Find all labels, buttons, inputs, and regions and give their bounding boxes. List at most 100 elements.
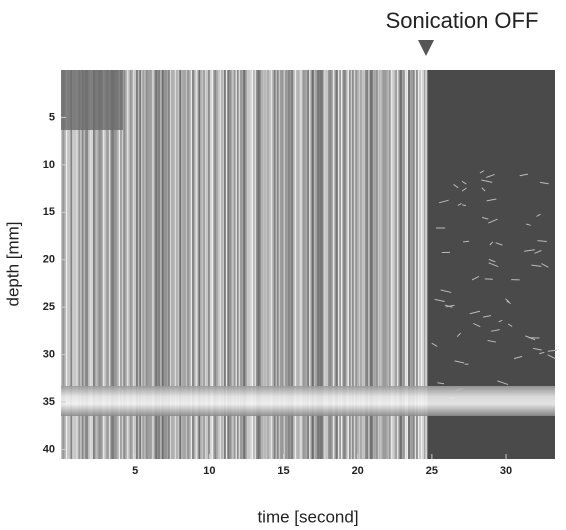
- image-stripe: [72, 70, 74, 459]
- image-stripe: [139, 70, 141, 459]
- image-stripe: [363, 70, 365, 459]
- image-speckle: [513, 355, 523, 360]
- image-stripe: [189, 70, 191, 459]
- image-speckle: [547, 354, 556, 360]
- image-stripe: [233, 70, 236, 459]
- image-speckle: [462, 240, 470, 243]
- image-stripe: [169, 70, 172, 459]
- image-stripe: [301, 70, 303, 459]
- image-stripe: [374, 70, 377, 459]
- image-stripe: [333, 70, 335, 459]
- image-stripe: [75, 70, 77, 459]
- image-stripe: [398, 70, 401, 459]
- image-stripe: [345, 70, 348, 459]
- image-stripe: [112, 70, 114, 459]
- image-stripe: [341, 70, 343, 459]
- image-stripe: [403, 70, 405, 459]
- image-stripe: [131, 70, 133, 459]
- image-speckle: [538, 351, 545, 355]
- image-stripe: [205, 70, 207, 459]
- image-speckle: [519, 173, 529, 177]
- image-stripe: [248, 70, 250, 459]
- image-stripe: [152, 70, 154, 459]
- image-stripe: [329, 70, 332, 459]
- image-speckle: [486, 173, 495, 178]
- image-stripe: [416, 70, 418, 459]
- image-stripe: [206, 70, 209, 459]
- m-mode-image: [61, 70, 558, 459]
- image-stripe: [203, 70, 205, 459]
- image-stripe: [235, 70, 237, 459]
- x-tick-label: 30: [500, 465, 512, 477]
- image-stripe: [97, 70, 100, 459]
- image-speckle: [531, 264, 542, 267]
- image-stripe: [208, 70, 210, 459]
- y-tick-label: 30: [43, 349, 55, 361]
- image-stripe: [70, 70, 73, 459]
- image-stripe: [312, 70, 314, 459]
- image-stripe: [165, 70, 167, 459]
- image-speckle: [533, 347, 542, 351]
- image-stripe: [190, 70, 193, 459]
- y-tick-label: 40: [43, 443, 55, 455]
- image-stripe: [315, 70, 317, 459]
- image-stripe: [307, 70, 309, 459]
- image-speckle: [481, 216, 489, 220]
- image-stripe: [64, 70, 66, 459]
- y-tick-label: 35: [43, 396, 55, 408]
- image-stripe: [264, 70, 266, 459]
- image-stripe: [129, 70, 132, 459]
- image-stripe: [289, 70, 292, 459]
- image-stripe: [104, 70, 106, 459]
- image-stripe: [209, 70, 212, 459]
- image-stripe: [213, 70, 215, 459]
- image-speckle: [506, 300, 511, 305]
- image-stripe: [400, 70, 402, 459]
- image-speckle: [454, 360, 465, 364]
- image-stripe: [395, 70, 397, 459]
- image-stripe: [259, 70, 261, 459]
- image-stripe: [120, 70, 122, 459]
- image-stripe: [251, 70, 253, 459]
- image-stripe: [419, 70, 421, 459]
- image-stripe: [238, 70, 241, 459]
- y-tick-label: 25: [43, 301, 55, 313]
- image-stripe: [107, 70, 109, 459]
- image-stripe: [270, 70, 273, 459]
- image-stripe: [424, 70, 426, 459]
- image-stripe: [174, 70, 177, 459]
- image-stripe: [313, 70, 316, 459]
- image-stripe: [280, 70, 282, 459]
- image-stripe: [337, 70, 340, 459]
- image-stripe: [69, 70, 71, 459]
- image-stripe: [89, 70, 92, 459]
- image-stripe: [193, 70, 196, 459]
- image-stripe: [105, 70, 108, 459]
- image-stripe: [182, 70, 185, 459]
- image-stripe: [269, 70, 271, 459]
- image-stripe: [360, 70, 362, 459]
- image-speckle: [495, 242, 503, 246]
- image-stripe: [171, 70, 173, 459]
- image-stripe: [421, 70, 423, 459]
- image-speckle: [471, 276, 480, 281]
- image-stripe: [198, 70, 201, 459]
- image-speckle: [487, 339, 497, 343]
- image-speckle: [445, 304, 455, 308]
- image-stripe: [241, 70, 244, 459]
- image-stripe: [158, 70, 161, 459]
- image-stripe: [406, 70, 409, 459]
- image-speckle: [539, 181, 549, 185]
- image-speckle: [457, 202, 462, 206]
- image-stripe: [88, 70, 90, 459]
- image-stripe: [118, 70, 121, 459]
- image-stripe: [377, 70, 380, 459]
- image-stripe: [317, 70, 319, 459]
- image-stripe: [371, 70, 373, 459]
- image-stripe: [336, 70, 338, 459]
- image-stripe: [224, 70, 226, 459]
- image-stripe: [115, 70, 117, 459]
- image-stripe: [237, 70, 239, 459]
- image-stripe: [153, 70, 156, 459]
- image-stripe: [83, 70, 85, 459]
